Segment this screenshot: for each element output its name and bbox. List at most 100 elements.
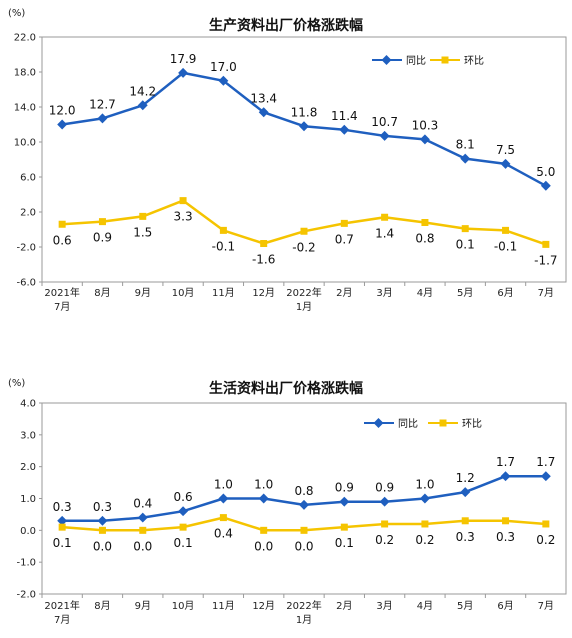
chart1-ylabel: (%) [8,8,25,19]
chart1-x-tick-label: 12月 [252,287,275,299]
chart1-data-label-mom: 1.4 [375,226,394,240]
chart2-x-tick-label: 8月 [94,600,110,612]
chart1-point-yoy [97,113,108,124]
chart2-legend-label-yoy: 同比 [398,418,418,430]
chart2-point-mom [139,526,147,534]
chart1-data-label-yoy: 12.0 [49,104,76,118]
chart2-point-mom [300,526,308,534]
chart1-data-label-mom: 3.3 [174,210,193,224]
chart1-data-label-mom: -1.6 [252,253,275,267]
chart2-data-label-mom: 0.0 [294,539,313,553]
chart1-y-tick-label: -6.0 [16,278,36,289]
chart1-data-label-mom: 0.1 [456,238,475,252]
chart1-point-mom [542,240,550,248]
chart1-x-tick-label: 4月 [417,287,433,299]
chart2-x-tick-label-line2: 7月 [54,614,70,626]
chart2-ylabel: (%) [8,378,25,389]
chart1-data-label-mom: 0.6 [53,233,72,247]
chart2-data-label-mom: 0.0 [254,539,273,553]
chart1-data-label-yoy: 11.4 [331,109,358,123]
chart2-x-tick-label: 9月 [135,600,151,612]
chart1-point-mom [300,227,308,235]
chart2-point-mom [461,517,469,525]
chart1-data-label-mom: -0.2 [292,240,315,254]
chart1-plot: 22.0 18.0 14.0 10.0 6.0 2.0 -2.0 -6.0 2021年 7月 8月 9… [14,33,567,313]
chart2-point-mom [260,526,268,534]
chart2-plot: 4.0 3.0 2.0 1.0 0.0 -1.0 -2.0 2021年 7月 8月 9月 10月 11月… [16,399,567,626]
chart1-point-mom [381,213,389,221]
chart2-x-tick-label-line2: 1月 [296,614,312,626]
chart1-data-label-mom: 1.5 [133,225,152,239]
chart2-data-label-yoy: 0.6 [174,490,193,504]
chart1-point-mom [340,219,348,227]
chart2-data-label-yoy: 1.7 [496,455,515,469]
chart1-y-tick-label: 18.0 [14,68,36,79]
chart1-legend-label-mom: 环比 [464,55,484,67]
chart1-data-label-mom: 0.8 [415,232,434,246]
chart2-point-yoy [339,496,350,507]
chart1-data-label-mom: -0.1 [494,239,517,253]
chart1-y-tick-label: 10.0 [14,138,36,149]
chart1-y-tick-label: 2.0 [20,208,36,219]
chart2-point-mom [340,523,348,531]
chart1-legend-marker-yoy [381,55,392,65]
chart2-data-label-yoy: 1.7 [536,455,555,469]
chart1-data-label-yoy: 8.1 [456,138,475,152]
chart2-title: 生活资料出厂价格涨跌幅 [209,380,363,397]
chart1-point-yoy [540,180,551,191]
chart2-data-label-yoy: 1.0 [254,478,273,492]
chart2-x-tick-label: 12月 [252,600,275,612]
chart1-data-label-yoy: 17.9 [170,52,197,66]
chart1-y-tick-label: 22.0 [14,33,36,44]
chart1-point-yoy [299,121,309,132]
chart1-y-tick-label: 14.0 [14,103,36,114]
chart2-data-label-yoy: 1.2 [456,471,475,485]
chart1-legend-label-yoy: 同比 [406,55,426,67]
chart1-data-label-mom: 0.9 [93,231,112,245]
chart2-y-tick-label: 4.0 [20,399,36,410]
chart1-point-yoy [379,130,390,141]
chart1-data-label-yoy: 10.3 [412,118,439,132]
chart2-y-tick-label: -2.0 [16,590,36,601]
chart2-x-tick-label: 5月 [457,600,473,612]
chart1-data-label-yoy: 11.8 [291,105,318,119]
chart1-data-label-mom: -0.1 [212,239,235,253]
chart2-point-mom [542,520,550,528]
chart2-data-label-yoy: 0.3 [93,500,112,514]
chart2-point-mom [421,520,429,528]
chart2-x-tick-label: 4月 [417,600,433,612]
chart1-point-mom [421,219,429,226]
chart2-point-yoy [379,496,390,507]
chart1-point-mom [260,240,268,247]
chart2-point-yoy [299,499,309,510]
chart2-data-label-mom: 0.0 [133,539,152,553]
chart2-point-mom [381,520,389,528]
chart1-point-yoy [137,100,148,111]
chart2-data-label-yoy: 0.3 [53,500,72,514]
chart1-point-mom [98,218,106,226]
chart1-data-label-yoy: 5.0 [536,165,555,179]
chart2-data-label-mom: 0.3 [496,530,515,544]
chart2-point-yoy [137,512,148,523]
chart1-x-tick-label: 6月 [497,287,513,299]
chart2-point-yoy [57,515,68,526]
chart1-data-label-yoy: 12.7 [89,97,116,111]
chart2-y-tick-label: -1.0 [16,558,36,569]
chart1-point-yoy [57,119,68,130]
chart1-point-yoy [460,153,471,164]
chart1-point-mom [58,220,66,228]
chart2-x-tick-label: 11月 [212,600,235,612]
chart2-data-label-mom: 0.1 [335,536,354,550]
chart2-x-tick-label: 2021年 [44,599,79,612]
chart1-data-label-yoy: 17.0 [210,60,237,74]
chart2-data-label-mom: 0.2 [536,533,555,547]
chart1-title: 生产资料出厂价格涨跌幅 [209,17,363,34]
chart2-point-mom [98,526,106,534]
chart2-point-yoy [460,487,471,498]
chart1-point-mom [139,212,147,220]
chart1-point-mom [219,226,227,234]
chart2-x-tick-label: 10月 [172,600,195,612]
chart2-point-yoy [218,493,229,504]
chart2-data-label-yoy: 1.0 [415,478,434,492]
